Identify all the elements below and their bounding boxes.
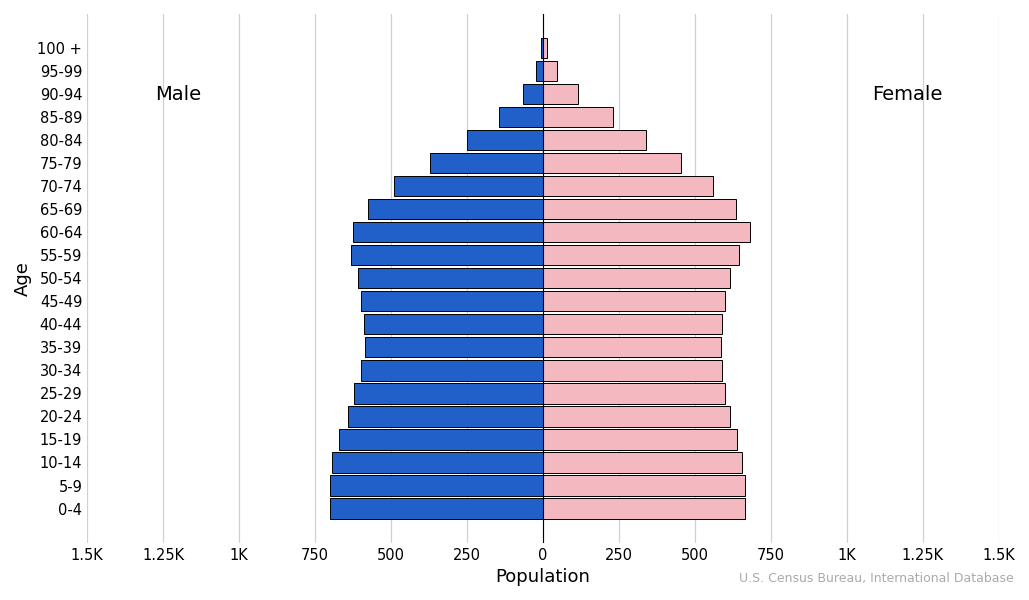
Bar — [543, 199, 736, 220]
Bar — [543, 245, 739, 265]
Text: Male: Male — [155, 85, 202, 104]
Bar — [543, 337, 720, 358]
Bar — [543, 314, 722, 334]
Bar — [543, 107, 613, 127]
Bar — [543, 38, 546, 58]
Bar — [543, 475, 745, 496]
Bar — [330, 475, 543, 496]
Bar — [543, 360, 722, 380]
Bar — [541, 38, 543, 58]
Bar — [354, 383, 543, 404]
Bar — [536, 61, 543, 81]
Bar — [543, 153, 681, 173]
Bar — [363, 314, 543, 334]
Y-axis label: Age: Age — [13, 261, 32, 296]
Bar — [543, 268, 730, 289]
Bar — [394, 176, 543, 196]
Bar — [543, 406, 730, 427]
Bar — [543, 222, 749, 242]
Text: U.S. Census Bureau, International Database: U.S. Census Bureau, International Databa… — [739, 572, 1014, 585]
Bar — [543, 84, 578, 104]
Bar — [543, 130, 646, 150]
Bar — [331, 452, 543, 473]
Bar — [340, 430, 543, 449]
Bar — [430, 153, 543, 173]
Bar — [467, 130, 543, 150]
X-axis label: Population: Population — [495, 568, 591, 586]
Bar — [543, 452, 742, 473]
Bar — [360, 360, 543, 380]
Bar — [365, 337, 543, 358]
Bar — [523, 84, 543, 104]
Bar — [499, 107, 543, 127]
Bar — [360, 291, 543, 311]
Bar — [543, 499, 745, 518]
Bar — [543, 61, 557, 81]
Bar — [543, 430, 738, 449]
Bar — [330, 499, 543, 518]
Bar — [357, 268, 543, 289]
Bar — [543, 291, 725, 311]
Bar — [353, 222, 543, 242]
Bar — [543, 383, 725, 404]
Text: Female: Female — [873, 85, 943, 104]
Bar — [349, 406, 543, 427]
Bar — [543, 176, 713, 196]
Bar — [368, 199, 543, 220]
Bar — [352, 245, 543, 265]
